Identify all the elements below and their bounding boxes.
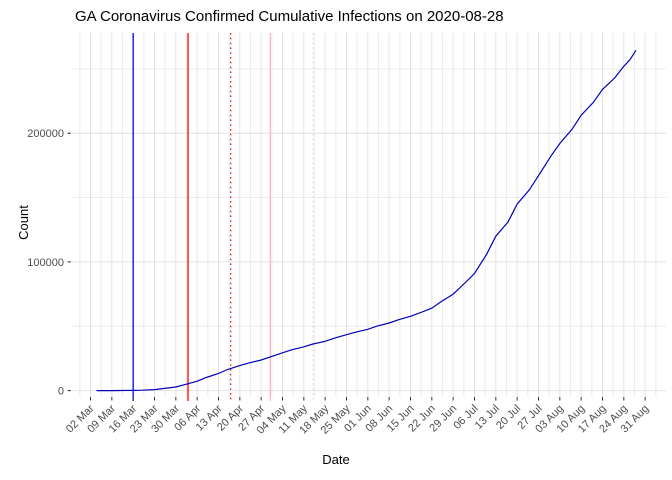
axis-tick-marks [67,132,646,401]
gridlines-minor [72,33,666,397]
x-axis-title: Date [322,452,350,467]
y-tick-label: 0 [58,386,64,398]
gridlines-major [72,33,666,397]
data-line [96,49,637,392]
y-axis-title: Count [15,205,31,240]
chart-title: GA Coronavirus Confirmed Cumulative Infe… [75,8,504,25]
y-tick-labels: 0 100000 200000 [27,128,64,397]
y-tick-label: 200000 [27,128,64,140]
y-tick-label: 100000 [27,257,64,269]
reference-lines [132,33,314,401]
